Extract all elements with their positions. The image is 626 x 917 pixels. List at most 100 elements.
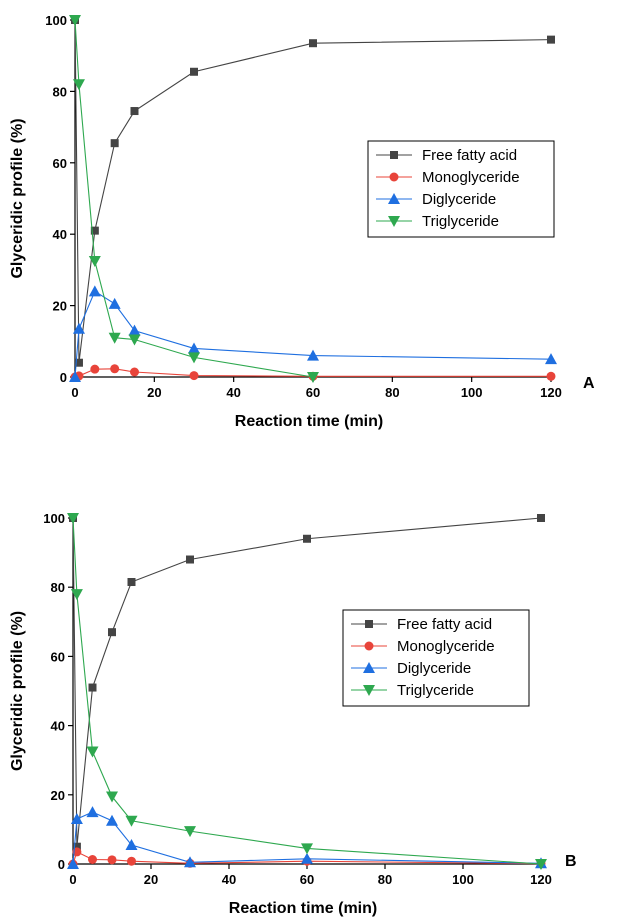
chart-a-y-tick-label: 100 [45, 13, 67, 28]
chart-a-series-monoglyceride-point [189, 371, 199, 381]
chart-b-series-diglyceride [67, 806, 547, 869]
chart-b-series-diglyceride-point [301, 852, 313, 864]
chart-a-legend-marker [388, 193, 400, 204]
chart-a-series-monoglyceride-point [90, 364, 100, 374]
chart-a-x-tick-label: 0 [71, 385, 78, 400]
chart-a-x-tick-label: 40 [226, 385, 240, 400]
chart-a-x-tick-label: 20 [147, 385, 161, 400]
chart-b-series-free-fatty-acid-point [537, 514, 545, 522]
chart-b-series-triglyceride-point [70, 589, 83, 601]
chart-a-legend-marker [390, 151, 398, 159]
chart-a-series-free-fatty-acid-point [110, 139, 119, 148]
chart-a-x-axis-title: Reaction time (min) [235, 413, 383, 430]
chart-a-y-tick-label: 40 [53, 227, 67, 242]
chart-a-series-triglyceride [69, 15, 319, 383]
chart-a-legend-label: Monoglyceride [422, 169, 520, 186]
chart-b-legend-marker [363, 662, 375, 673]
chart-a-legend: Free fatty acid Monoglyceride Diglyceride T… [367, 140, 555, 238]
chart-a-series-triglyceride-point [72, 79, 85, 91]
chart-a: 0 20 40 60 80 100 120 0 20 40 60 80 100 Reaction time… [9, 13, 595, 430]
chart-b-series-free-fatty-acid-point [186, 555, 194, 564]
chart-b-series-triglyceride-point [535, 859, 547, 870]
chart-b-series-diglyceride-point [70, 813, 83, 825]
chart-b-y-tick-label: 100 [43, 511, 65, 526]
chart-a-series-diglyceride-point [108, 297, 121, 309]
chart-a-series-triglyceride-point [307, 372, 319, 383]
chart-b-series-free-fatty-acid-point [303, 534, 311, 543]
chart-b-legend: Free fatty acid Monoglyceride Diglyceride T… [342, 609, 530, 707]
chart-b-series-free-fatty-acid-point [127, 578, 136, 587]
chart-b-x-tick-label: 80 [378, 872, 392, 887]
chart-a-x-tick-label: 60 [306, 385, 320, 400]
chart-a-legend-label: Free fatty acid [422, 147, 517, 164]
chart-b-legend-label: Diglyceride [397, 660, 471, 677]
chart-a-series-free-fatty-acid-point [74, 358, 83, 367]
chart-b-series-triglyceride [67, 513, 547, 870]
chart-a-series-free-fatty-acid-point [130, 107, 139, 116]
chart-b-legend-marker [364, 641, 374, 651]
chart-b-y-tick-label: 60 [51, 649, 65, 664]
chart-a-series-monoglyceride-point [110, 364, 120, 374]
chart-b-series-diglyceride-point [125, 838, 138, 850]
chart-a-series-diglyceride-point [128, 324, 141, 336]
chart-b-series-triglyceride-line [72, 517, 542, 865]
chart-a-series-diglyceride-point [88, 285, 101, 297]
chart-a-series-free-fatty-acid-point [190, 67, 198, 76]
chart-b-y-tick-label: 0 [58, 857, 65, 872]
chart-b-legend-label: Monoglyceride [397, 638, 495, 655]
chart-b-x-tick-label: 40 [222, 872, 236, 887]
chart-b-series-triglyceride-point [86, 746, 99, 758]
chart-b-y-axis-title: Glyceridic profile (%) [9, 611, 26, 771]
chart-a-legend-label: Diglyceride [422, 191, 496, 208]
chart-a-series-monoglyceride-point [546, 371, 556, 381]
chart-b-x-tick-label: 20 [144, 872, 158, 887]
chart-b-series-diglyceride-point [106, 814, 118, 826]
chart-b-x-axis-title: Reaction time (min) [229, 900, 377, 917]
chart-b-legend-label: Free fatty acid [397, 616, 492, 633]
chart-b-y-tick-label: 80 [51, 580, 65, 595]
chart-b-series-diglyceride-point [86, 806, 99, 818]
chart-b-series-triglyceride-point [67, 513, 79, 524]
chart-b-series-free-fatty-acid-point [108, 628, 116, 637]
chart-b-x-tick-label: 120 [530, 872, 552, 887]
chart-a-series-free-fatty-acid-point [309, 39, 317, 48]
chart-b-y-tick-label: 40 [51, 719, 65, 734]
chart-b-series-diglyceride-point [184, 856, 196, 868]
chart-b-legend-marker [363, 685, 375, 696]
chart-a-y-tick-label: 60 [53, 156, 67, 171]
chart-a-y-tick-label: 20 [53, 299, 67, 314]
chart-a-series-diglyceride [69, 285, 557, 382]
chart-a-series-diglyceride-point [188, 342, 200, 354]
chart-b-series-triglyceride-point [184, 826, 196, 838]
chart-b-legend-label: Triglyceride [397, 682, 474, 699]
chart-a-legend-marker [389, 172, 399, 182]
chart-b-series-monoglyceride-point [107, 855, 117, 865]
chart-a-series-free-fatty-acid-point [90, 226, 99, 235]
chart-a-series-triglyceride-point [108, 332, 121, 344]
chart-a-series-free-fatty-acid-point [547, 35, 555, 44]
chart-b-series-free-fatty-acid-point [88, 683, 97, 692]
chart-b: 0 20 40 60 80 100 120 0 20 40 60 80 100 Reaction time… [9, 511, 577, 917]
chart-b-x-tick-label: 0 [69, 872, 76, 887]
chart-a-x-tick-label: 80 [385, 385, 399, 400]
chart-a-panel-label: A [583, 375, 595, 392]
chart-a-x-tick-label: 120 [540, 385, 562, 400]
chart-a-series-diglyceride-point [307, 349, 319, 361]
chart-a-series-monoglyceride-point [130, 367, 139, 377]
chart-b-series-diglyceride-point [67, 858, 79, 869]
chart-a-y-axis-title: Glyceridic profile (%) [9, 118, 26, 278]
chart-a-series-triglyceride-point [188, 352, 200, 364]
chart-b-x-tick-label: 60 [300, 872, 314, 887]
chart-b-series-triglyceride-point [301, 843, 313, 855]
chart-b-series-free-fatty-acid-point [72, 842, 81, 851]
chart-b-legend-marker [365, 620, 373, 628]
chart-b-series-triglyceride-point [106, 791, 118, 803]
chart-a-series-triglyceride-point [128, 334, 141, 346]
chart-b-series-monoglyceride-point [88, 855, 97, 865]
chart-b-x-tick-label: 100 [452, 872, 474, 887]
chart-a-series-diglyceride-point [72, 322, 85, 334]
chart-b-panel-label: B [565, 853, 577, 870]
chart-a-series-triglyceride-point [69, 15, 81, 26]
chart-b-series-triglyceride-point [125, 815, 138, 827]
